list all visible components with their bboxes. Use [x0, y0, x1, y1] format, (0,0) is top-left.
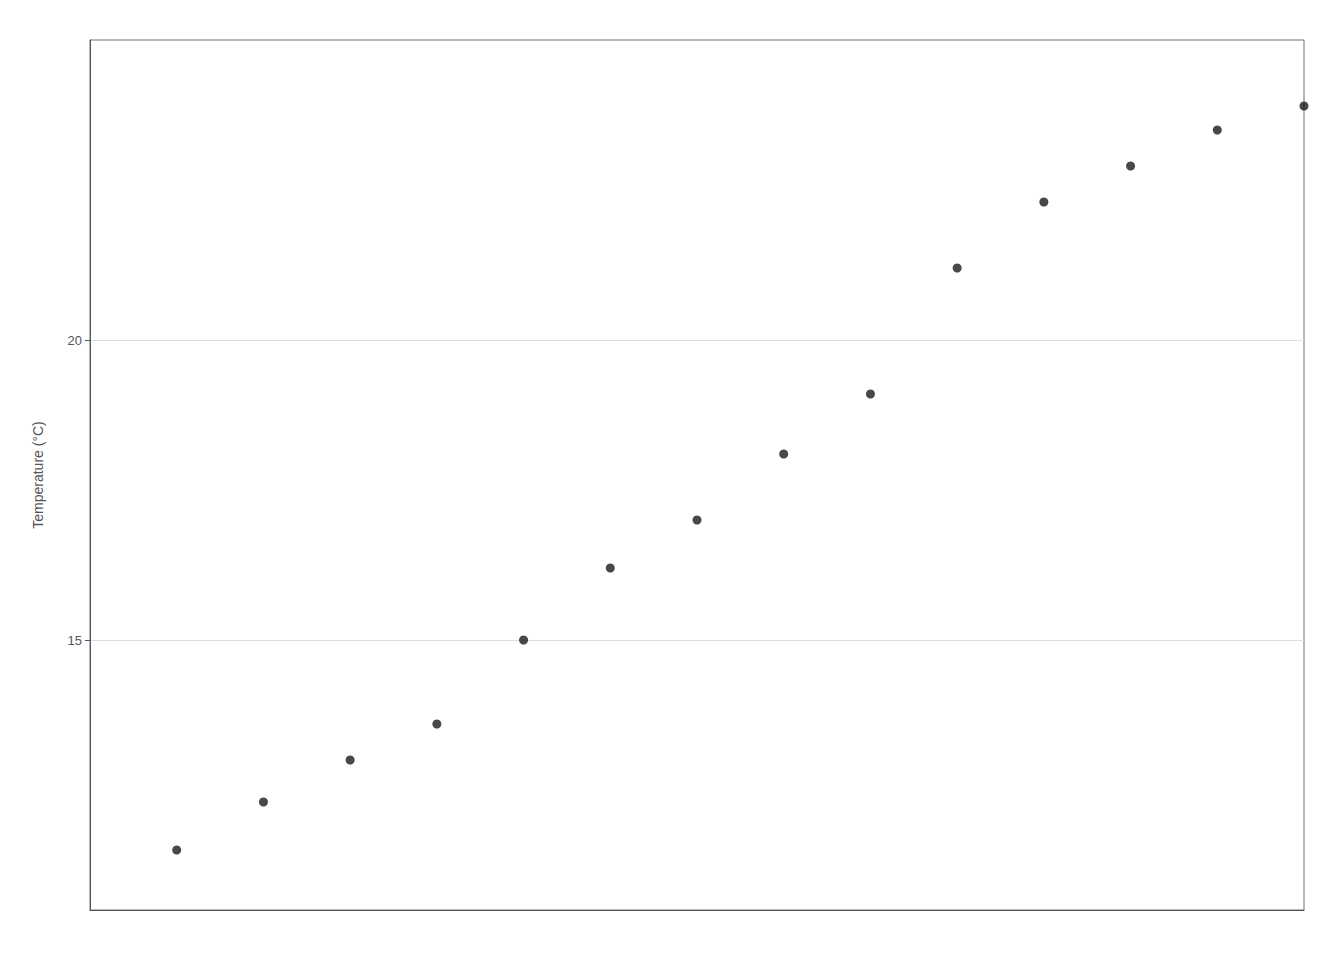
- svg-text:20: 20: [68, 333, 82, 348]
- svg-text:Temperature (°C): Temperature (°C): [30, 421, 46, 529]
- svg-text:15: 15: [68, 633, 82, 648]
